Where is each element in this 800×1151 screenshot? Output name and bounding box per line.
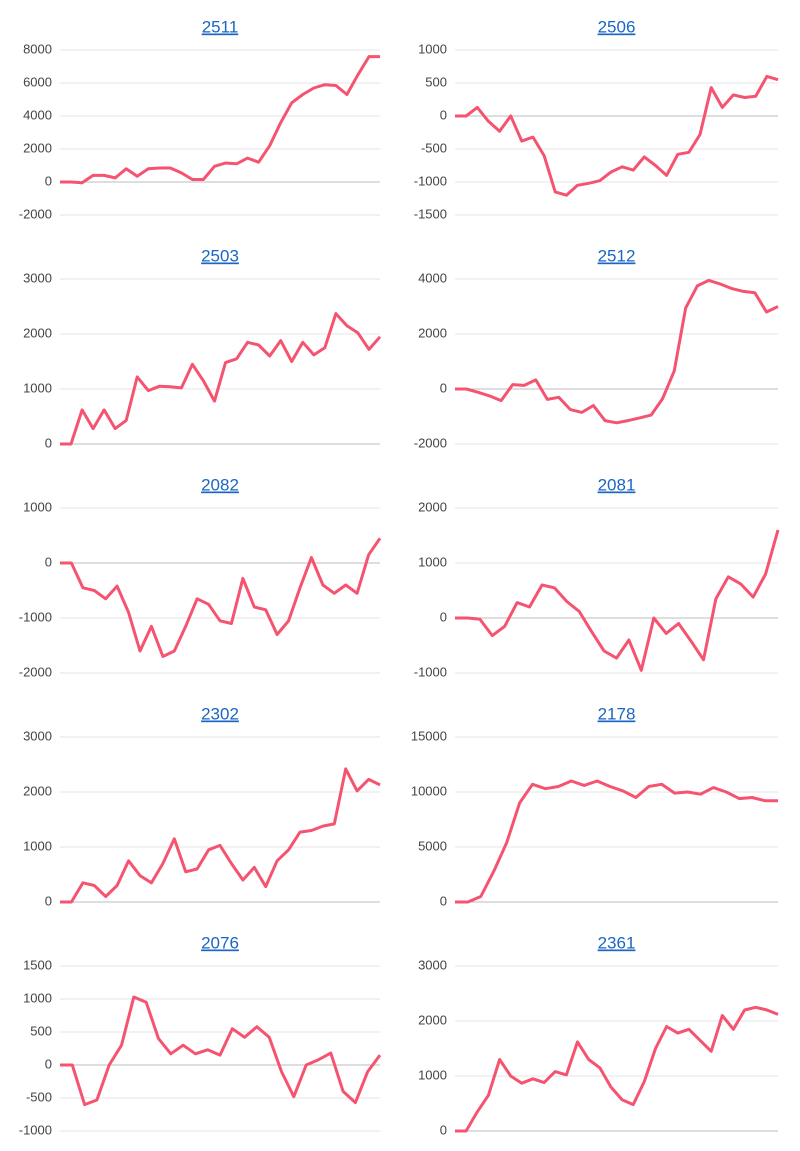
chart-title[interactable]: 2361 xyxy=(598,933,636,952)
y-tick-label: 1000 xyxy=(418,554,447,569)
y-tick-label: -500 xyxy=(26,1089,52,1104)
y-tick-label: 2000 xyxy=(418,325,447,340)
data-line xyxy=(60,55,380,185)
y-tick-label: 0 xyxy=(45,554,52,569)
y-tick-label: 0 xyxy=(45,173,52,188)
y-tick-label: 4000 xyxy=(418,270,447,285)
y-tick-label: 3000 xyxy=(23,728,52,743)
y-tick-label: 0 xyxy=(440,893,447,908)
chart-title[interactable]: 2503 xyxy=(201,246,239,265)
y-tick-label: 1000 xyxy=(23,990,52,1005)
y-tick-label: 1000 xyxy=(23,499,52,514)
y-tick-label: 3000 xyxy=(23,270,52,285)
y-tick-label: 4000 xyxy=(23,107,52,122)
chart-title[interactable]: 2511 xyxy=(202,17,239,36)
data-line xyxy=(60,995,382,1107)
y-tick-label: 6000 xyxy=(23,74,52,89)
y-tick-label: 2000 xyxy=(418,1012,447,1027)
chart-title[interactable]: 2081 xyxy=(598,475,636,494)
data-line xyxy=(455,278,779,425)
y-tick-label: -1000 xyxy=(414,173,447,188)
y-tick-label: -1000 xyxy=(414,664,447,679)
data-line xyxy=(455,529,780,672)
data-line xyxy=(455,779,778,904)
chart-title[interactable]: 2512 xyxy=(598,246,636,265)
y-tick-label: 0 xyxy=(45,435,52,450)
data-line xyxy=(455,74,779,197)
data-line xyxy=(60,767,381,904)
y-tick-label: 1500 xyxy=(23,957,52,972)
y-tick-label: 1000 xyxy=(23,380,52,395)
data-line xyxy=(60,537,382,658)
y-tick-label: 0 xyxy=(440,1122,447,1137)
y-tick-label: -500 xyxy=(421,140,447,155)
y-tick-label: 0 xyxy=(45,893,52,908)
y-tick-label: 1000 xyxy=(418,1067,447,1082)
y-tick-label: 2000 xyxy=(23,783,52,798)
y-tick-label: 2000 xyxy=(23,140,52,155)
y-tick-label: -1000 xyxy=(19,609,52,624)
y-tick-label: 0 xyxy=(440,609,447,624)
y-tick-label: 1000 xyxy=(23,838,52,853)
y-tick-label: 2000 xyxy=(418,499,447,514)
data-line xyxy=(60,312,382,446)
y-tick-label: 0 xyxy=(45,1056,52,1071)
y-tick-label: 0 xyxy=(440,380,447,395)
y-tick-label: 5000 xyxy=(418,838,447,853)
y-tick-label: 2000 xyxy=(23,325,52,340)
y-tick-label: 500 xyxy=(425,74,447,89)
data-line xyxy=(455,1005,779,1133)
y-tick-label: 0 xyxy=(440,107,447,122)
chart-title[interactable]: 2082 xyxy=(201,475,239,494)
y-tick-label: 8000 xyxy=(23,41,52,56)
chart-title[interactable]: 2506 xyxy=(598,17,636,36)
chart-title[interactable]: 2178 xyxy=(598,704,636,723)
y-tick-label: -2000 xyxy=(19,664,52,679)
y-tick-label: 500 xyxy=(30,1023,52,1038)
y-tick-label: -1500 xyxy=(414,206,447,221)
y-tick-label: -2000 xyxy=(414,435,447,450)
y-tick-label: 3000 xyxy=(418,957,447,972)
chart-title[interactable]: 2076 xyxy=(201,933,239,952)
y-tick-label: 10000 xyxy=(411,783,447,798)
y-tick-label: 1000 xyxy=(418,41,447,56)
y-tick-label: 15000 xyxy=(411,728,447,743)
y-tick-label: -2000 xyxy=(19,206,52,221)
y-tick-label: -1000 xyxy=(19,1122,52,1137)
chart-title[interactable]: 2302 xyxy=(201,704,239,723)
